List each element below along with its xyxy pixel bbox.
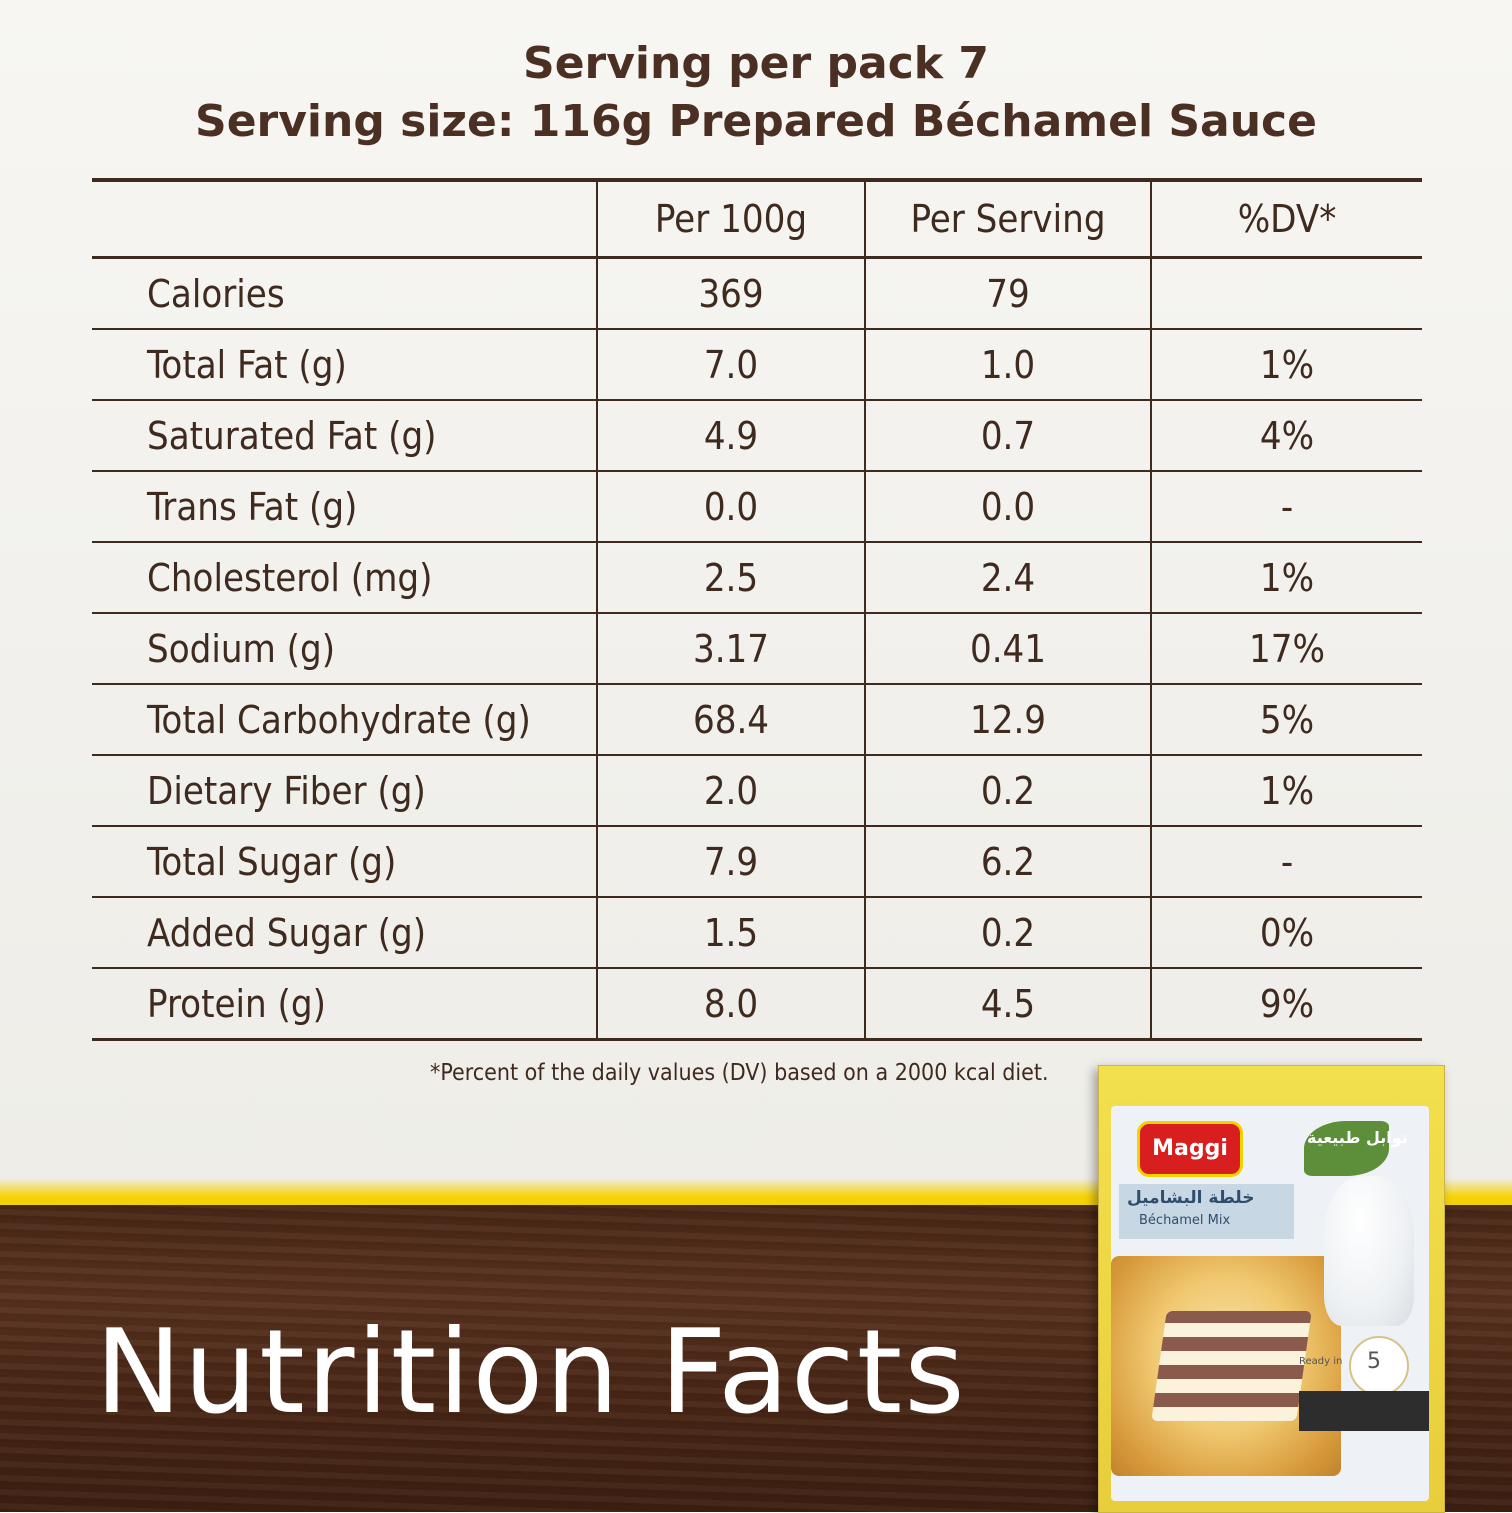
page-title: Nutrition Facts <box>95 1305 967 1440</box>
column-header-per-100g: Per 100g <box>596 180 865 259</box>
table-row: Sodium (g) 3.17 0.41 17% <box>92 613 1422 685</box>
footnote: *Percent of the daily values (DV) based … <box>430 1060 1049 1086</box>
dv-value: 4% <box>1150 400 1422 472</box>
per-100g-value: 4.9 <box>596 400 865 472</box>
nutrient-name: Added Sugar (g) <box>92 897 597 969</box>
per-100g-value: 1.5 <box>596 897 865 969</box>
pack-nutrition-strip <box>1299 1391 1429 1431</box>
table-header-row: Per 100g Per Serving %DV* <box>92 180 1422 259</box>
nutrient-name: Total Carbohydrate (g) <box>92 684 597 756</box>
column-header-nutrient <box>92 180 597 259</box>
dv-value: 9% <box>1150 968 1422 1041</box>
per-100g-value: 7.9 <box>596 826 865 898</box>
table-row: Total Sugar (g) 7.9 6.2- <box>92 826 1422 898</box>
dv-value: 0% <box>1150 897 1422 969</box>
table-row: Protein (g) 8.0 4.5 9% <box>92 968 1422 1041</box>
per-100g-value: 2.5 <box>596 542 865 614</box>
brand-logo: Maggi <box>1137 1121 1243 1177</box>
per-100g-value: 0.0 <box>596 471 865 543</box>
per-serving-value: 2.4 <box>864 542 1151 614</box>
table-row: Trans Fat (g) 0.0 0.0- <box>92 471 1422 543</box>
table-row: Cholesterol (mg) 2.5 2.4 1% <box>92 542 1422 614</box>
product-pack-image: توابل طبيعية Maggi خلطة البشاميل Béchame… <box>1098 1065 1445 1513</box>
per-serving-value: 0.2 <box>864 897 1151 969</box>
nutrient-name: Sodium (g) <box>92 613 597 685</box>
product-banner <box>1119 1184 1294 1239</box>
per-serving-value: 0.0 <box>864 471 1151 543</box>
column-header-per-serving: Per Serving <box>864 180 1151 259</box>
nutrient-name: Protein (g) <box>92 968 597 1041</box>
nutrition-table: Per 100g Per Serving %DV* Calories 369 79 T… <box>92 178 1422 1041</box>
servings-per-pack: Serving per pack 7 <box>523 38 989 89</box>
product-name-english: Béchamel Mix <box>1139 1213 1231 1228</box>
dv-value: 5% <box>1150 684 1422 756</box>
per-serving-value: 0.41 <box>864 613 1151 685</box>
table-row: Saturated Fat (g) 4.9 0.7 4% <box>92 400 1422 472</box>
dv-value: - <box>1150 826 1422 898</box>
per-100g-value: 68.4 <box>596 684 865 756</box>
per-serving-value: 0.7 <box>864 400 1151 472</box>
table-row: Total Fat (g) 7.0 1.0 1% <box>92 329 1422 401</box>
dv-value: 1% <box>1150 542 1422 614</box>
table-row: Dietary Fiber (g) 2.0 0.2 1% <box>92 755 1422 827</box>
per-serving-value: 12.9 <box>864 684 1151 756</box>
table-row: Calories 369 79 <box>92 257 1422 330</box>
table-row: Total Carbohydrate (g) 68.4 12.9 5% <box>92 684 1422 756</box>
per-serving-value: 1.0 <box>864 329 1151 401</box>
table-row: Added Sugar (g) 1.5 0.2 0% <box>92 897 1422 969</box>
ready-time-value: 5 <box>1367 1349 1381 1374</box>
nutrient-name: Calories <box>92 257 597 330</box>
nutrient-name: Saturated Fat (g) <box>92 400 597 472</box>
nutrient-name: Dietary Fiber (g) <box>92 755 597 827</box>
lasagna-slice <box>1151 1311 1312 1421</box>
milk-jug <box>1324 1176 1414 1326</box>
column-header-dv: %DV* <box>1150 180 1422 259</box>
per-100g-value: 369 <box>596 257 865 330</box>
per-100g-value: 7.0 <box>596 329 865 401</box>
nutrient-name: Total Sugar (g) <box>92 826 597 898</box>
leaf-icon <box>1304 1121 1389 1176</box>
per-100g-value: 8.0 <box>596 968 865 1041</box>
per-100g-value: 2.0 <box>596 755 865 827</box>
per-serving-value: 4.5 <box>864 968 1151 1041</box>
ready-label: Ready in <box>1299 1356 1343 1367</box>
per-serving-value: 6.2 <box>864 826 1151 898</box>
per-100g-value: 3.17 <box>596 613 865 685</box>
dv-value <box>1150 257 1422 330</box>
dv-value: 1% <box>1150 755 1422 827</box>
per-serving-value: 0.2 <box>864 755 1151 827</box>
dv-value: 17% <box>1150 613 1422 685</box>
dv-value: 1% <box>1150 329 1422 401</box>
dv-value: - <box>1150 471 1422 543</box>
nutrient-name: Total Fat (g) <box>92 329 597 401</box>
serving-size: Serving size: 116g Prepared Béchamel Sau… <box>195 96 1317 147</box>
product-name-arabic: خلطة البشاميل <box>1127 1188 1255 1208</box>
per-serving-value: 79 <box>864 257 1151 330</box>
nutrient-name: Trans Fat (g) <box>92 471 597 543</box>
pack-natural-spices-label: توابل طبيعية <box>1307 1128 1408 1147</box>
nutrient-name: Cholesterol (mg) <box>92 542 597 614</box>
